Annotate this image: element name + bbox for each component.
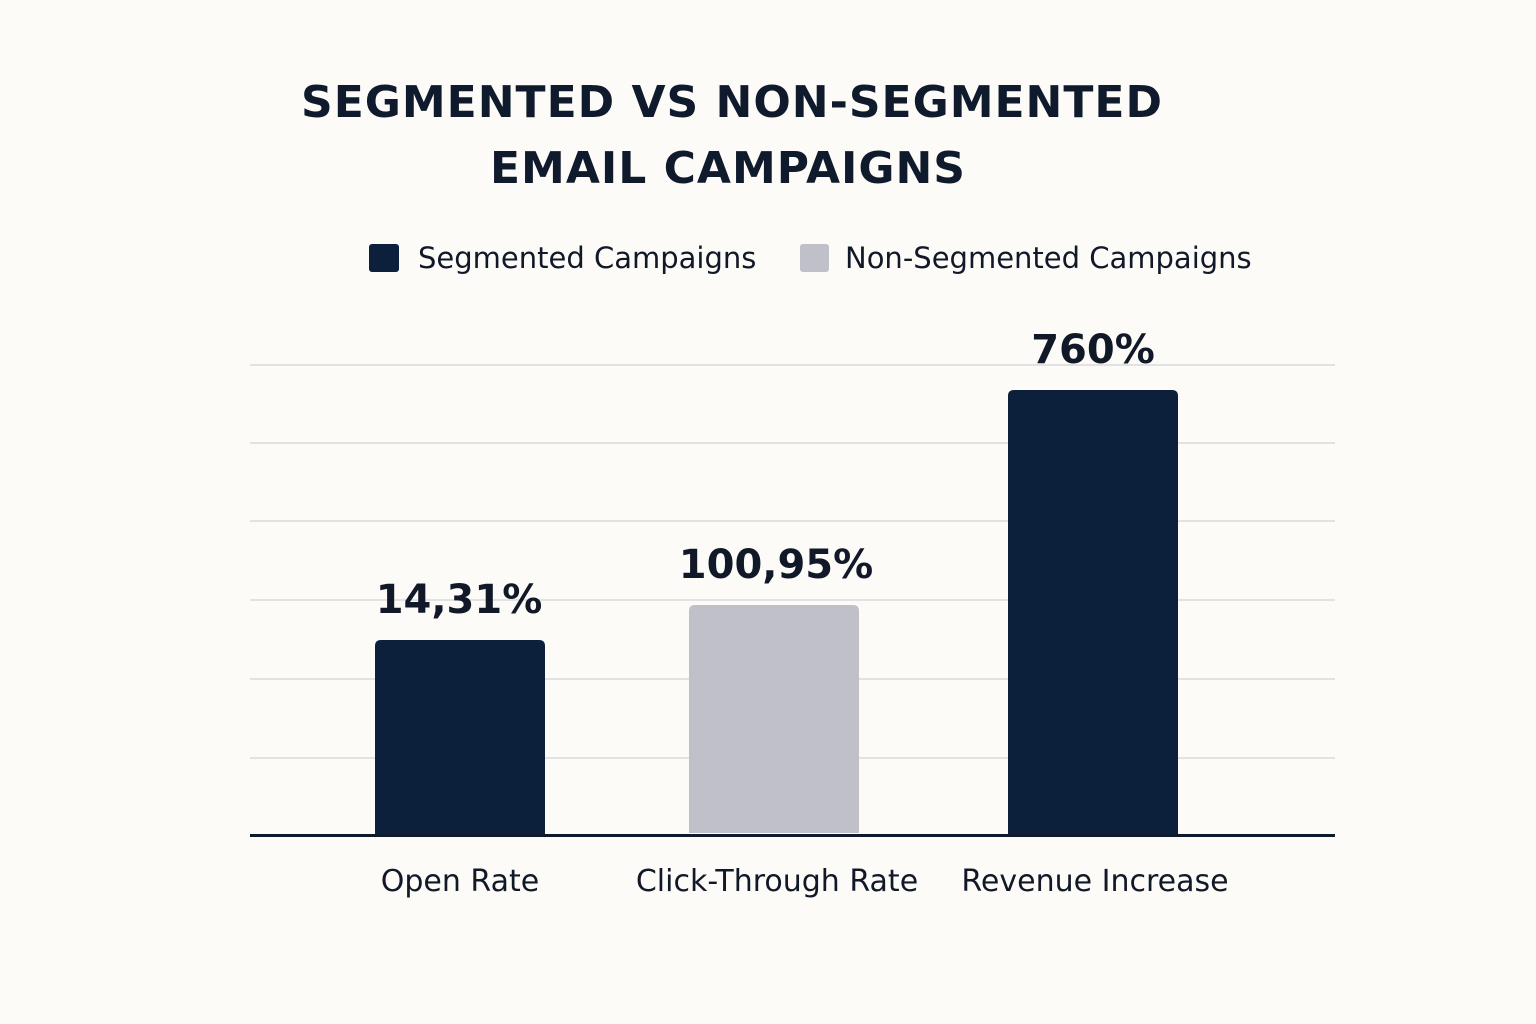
legend-swatch-non-segmented [800,244,829,272]
data-label-open-rate: 14,31% [376,577,543,623]
legend-swatch-segmented [369,244,399,272]
legend-label-segmented: Segmented Campaigns [418,241,756,275]
legend: Segmented Campaigns Non-Segmented Campai… [369,241,1252,275]
x-tick-label-revenue-increase: Revenue Increase [961,864,1228,899]
chart-title-line-2: EMAIL CAMPAIGNS [490,143,966,194]
bars [375,390,1178,836]
legend-label-non-segmented: Non-Segmented Campaigns [845,241,1252,275]
data-label-click-through-rate: 100,95% [679,542,873,588]
bar-click-through-rate [689,605,859,833]
data-label-revenue-increase: 760% [1031,327,1155,373]
chart-title-line-1: SEGMENTED VS NON-SEGMENTED [301,77,1163,128]
bar-open-rate [375,640,545,836]
x-tick-label-click-through-rate: Click-Through Rate [636,864,918,899]
bar-revenue-increase [1008,390,1178,836]
x-tick-label-open-rate: Open Rate [381,864,539,899]
